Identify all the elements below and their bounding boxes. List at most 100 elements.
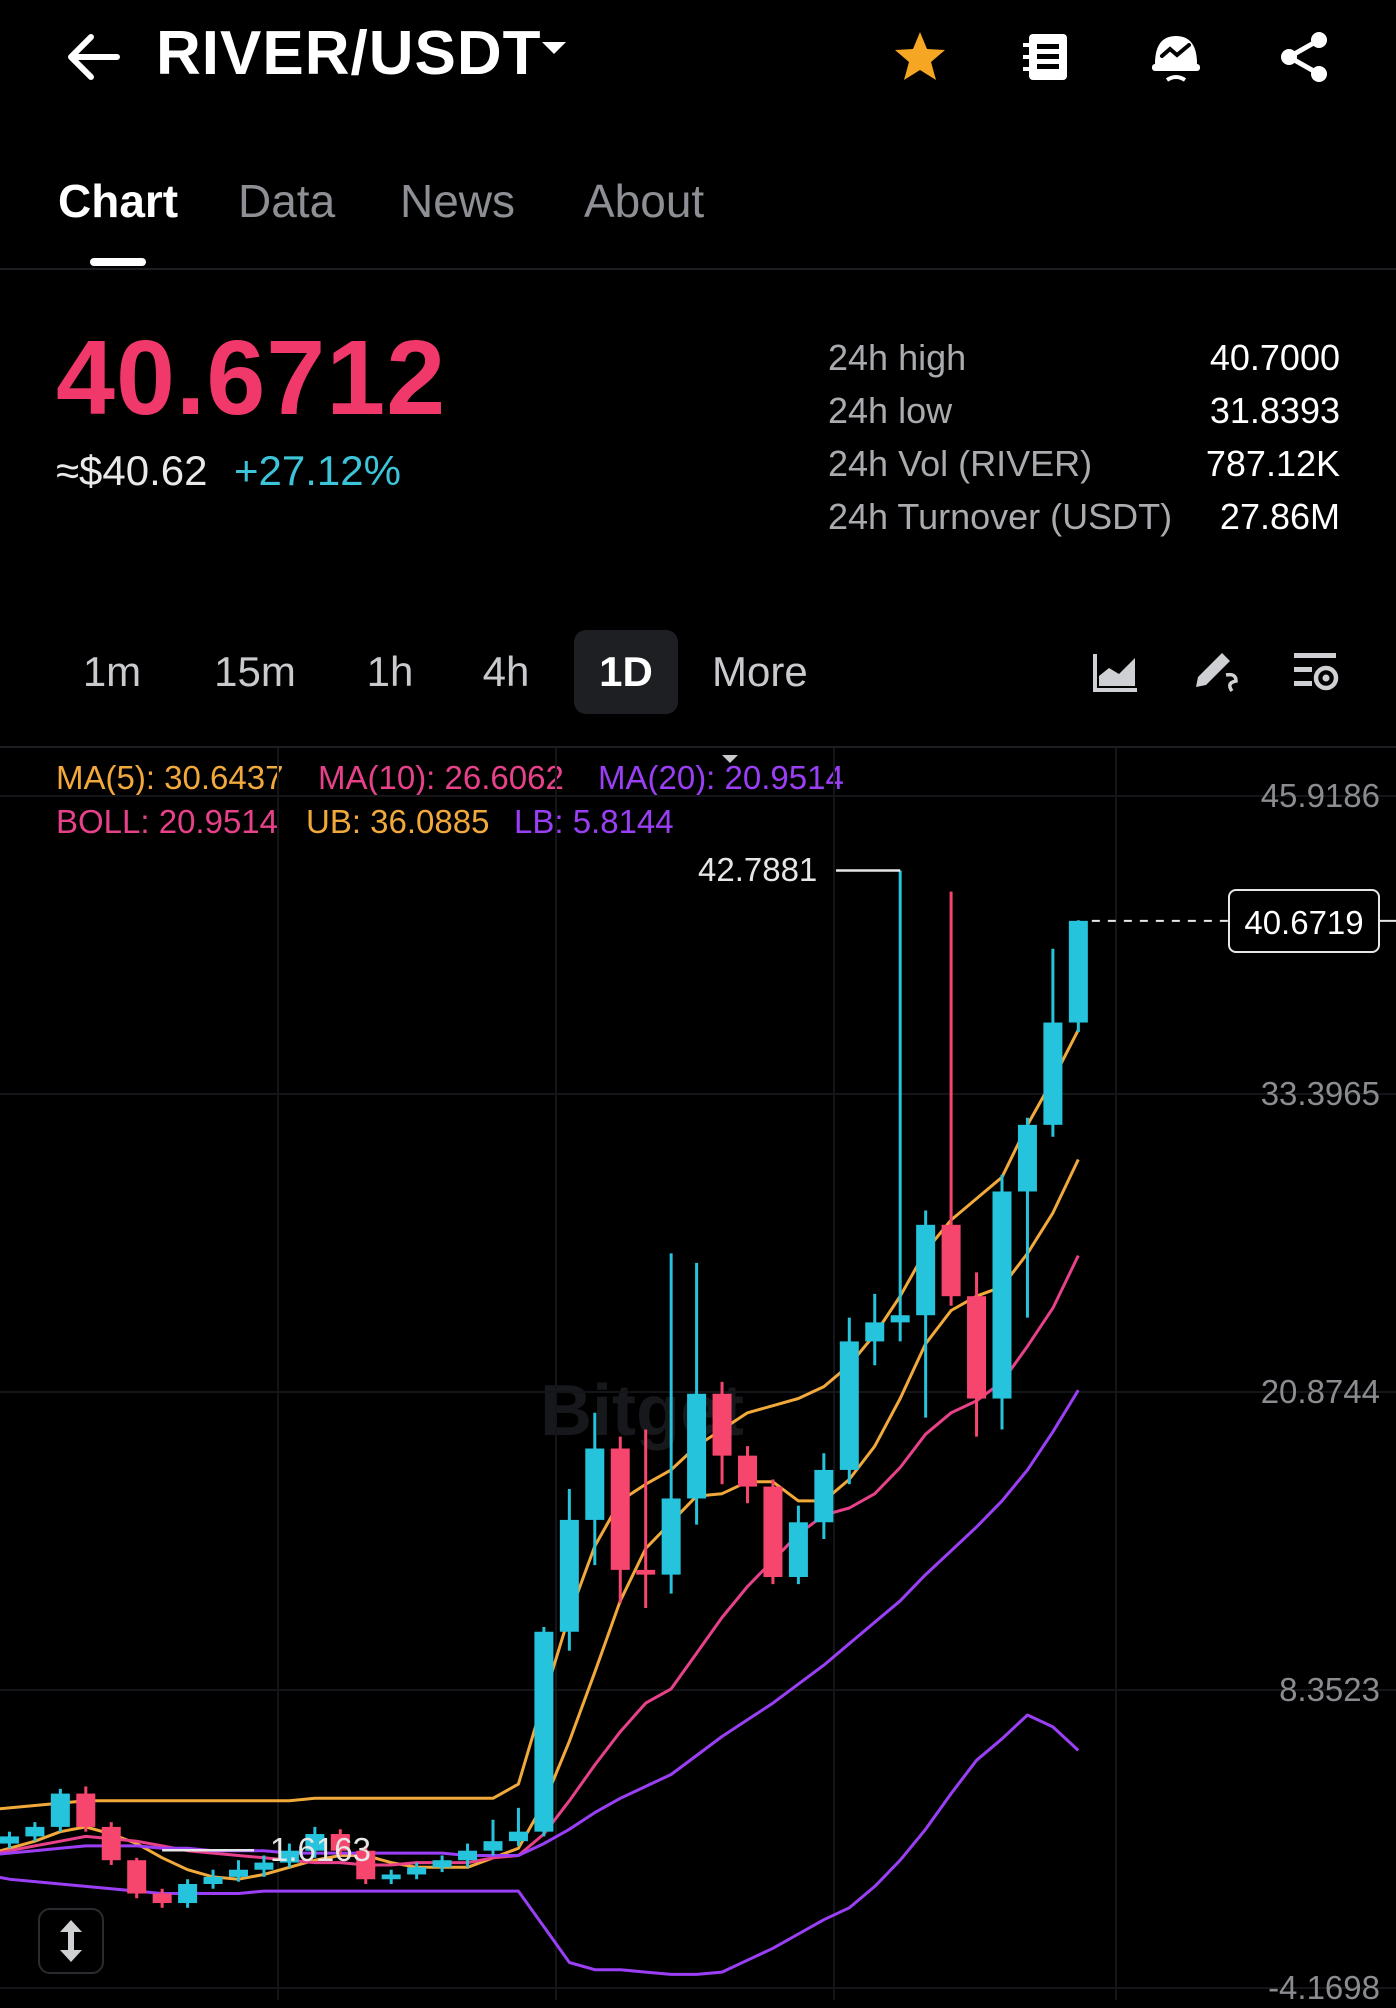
- interval-more[interactable]: More: [712, 630, 842, 763]
- vertical-arrows-icon: [60, 1920, 82, 1962]
- candle-up: [814, 1469, 834, 1523]
- candle-up: [1043, 1022, 1063, 1125]
- divider: [0, 746, 1396, 748]
- current-price-tag: 40.6719: [1228, 888, 1380, 953]
- resize-chart-button[interactable]: [38, 1908, 104, 1974]
- candle-up: [534, 1631, 554, 1832]
- stat-label-24h-vol: 24h Vol (RIVER): [828, 443, 1093, 484]
- stat-label-24h-high: 24h high: [828, 337, 967, 378]
- candle-up: [916, 1224, 936, 1316]
- max-price-label: 42.7881: [698, 851, 818, 889]
- divider: [0, 268, 1396, 270]
- candle-down: [76, 1793, 96, 1827]
- candle-down: [636, 1569, 656, 1575]
- star-icon[interactable]: [882, 22, 958, 92]
- candle-up: [203, 1876, 223, 1885]
- y-axis-label: 45.9186: [1260, 777, 1380, 814]
- series-line-lb: [0, 1713, 1080, 1976]
- candle-up: [865, 1322, 885, 1342]
- ub-readout: UB: 36.0885: [306, 803, 490, 840]
- candle-up: [25, 1826, 45, 1837]
- stat-label-24h-low: 24h low: [828, 390, 953, 431]
- y-axis-label: 20.8744: [1260, 1373, 1380, 1410]
- caret-down-icon[interactable]: [540, 38, 568, 63]
- pair-title[interactable]: RIVER/USDT: [156, 19, 542, 88]
- series-line-ma-5: [0, 1158, 1080, 1881]
- candle-up: [1017, 1124, 1037, 1192]
- back-arrow-icon[interactable]: [56, 22, 130, 92]
- candle-down: [712, 1393, 732, 1456]
- candle-down: [738, 1455, 757, 1487]
- notes-icon[interactable]: [1010, 22, 1086, 92]
- candle-down: [356, 1850, 376, 1880]
- change-percent: +27.12%: [234, 447, 401, 494]
- interval-1m[interactable]: 1m: [82, 648, 142, 695]
- candle-down: [101, 1826, 121, 1861]
- candle-down: [610, 1448, 630, 1570]
- active-tab-indicator: [90, 258, 146, 266]
- candle-up: [890, 1315, 910, 1323]
- ma10-readout: MA(10): 26.6062: [318, 759, 564, 796]
- candle-up: [305, 1834, 325, 1851]
- candle-up: [585, 1448, 605, 1520]
- caret-down-icon: [722, 754, 738, 763]
- interval-1h[interactable]: 1h: [366, 648, 414, 695]
- alert-icon[interactable]: [1138, 22, 1214, 92]
- y-axis-label: 33.3965: [1260, 1075, 1380, 1112]
- series-line-ma-10: [0, 1254, 1080, 1867]
- series-line-ub: [0, 1029, 1080, 1811]
- candle-down: [941, 1224, 961, 1297]
- tab-data[interactable]: Data: [238, 175, 336, 227]
- candle-down: [152, 1893, 172, 1904]
- stat-value-24h-low: 31.8393: [1209, 390, 1340, 431]
- draw-tool-icon[interactable]: [1184, 638, 1248, 706]
- y-axis-label: -4.1698: [1268, 1969, 1380, 2006]
- stat-value-24h-turnover: 27.86M: [1219, 496, 1340, 537]
- tab-news[interactable]: News: [400, 175, 516, 227]
- candle-down: [763, 1486, 783, 1578]
- y-axis-label: 8.3523: [1279, 1671, 1380, 1708]
- candle-up: [508, 1831, 528, 1842]
- top-bar: RIVER/USDT: [0, 0, 1396, 110]
- interval-15m[interactable]: 15m: [214, 648, 296, 695]
- candle-up: [279, 1850, 299, 1863]
- ma20-readout: MA(20): 20.9514: [598, 759, 844, 796]
- candle-down: [967, 1296, 987, 1399]
- candle-up: [687, 1393, 707, 1499]
- stat-value-24h-high: 40.7000: [1209, 337, 1340, 378]
- interval-more-label: More: [712, 648, 808, 695]
- share-icon[interactable]: [1266, 22, 1342, 92]
- interval-1d[interactable]: 1D: [574, 630, 678, 714]
- candle-up: [0, 1836, 19, 1844]
- min-price-label: 1.6163: [270, 1831, 371, 1869]
- stat-value-24h-vol: 787.12K: [1205, 443, 1340, 484]
- tab-chart[interactable]: Chart: [58, 175, 179, 227]
- candle-up: [839, 1341, 859, 1470]
- last-price: 40.6712: [56, 319, 447, 437]
- candle-up: [381, 1874, 401, 1880]
- ma5-readout: MA(5): 30.6437: [56, 759, 284, 796]
- chart-type-icon[interactable]: [1084, 638, 1148, 706]
- tab-about[interactable]: About: [584, 175, 705, 227]
- series-line-ma-20: [0, 1389, 1080, 1857]
- candle-up: [432, 1860, 452, 1868]
- candle-down: [330, 1834, 350, 1851]
- candle-up: [254, 1862, 274, 1870]
- candle-up: [661, 1498, 681, 1575]
- candle-up: [1068, 920, 1088, 1023]
- candle-up: [559, 1519, 579, 1632]
- lb-readout: LB: 5.8144: [514, 803, 674, 840]
- candle-up: [788, 1522, 808, 1578]
- candle-up: [458, 1850, 478, 1861]
- candle-up: [178, 1884, 198, 1904]
- candle-up: [483, 1841, 503, 1851]
- candle-up: [229, 1869, 248, 1877]
- indicator-settings-icon[interactable]: [1284, 638, 1348, 706]
- candle-up: [407, 1867, 427, 1875]
- candle-up: [992, 1191, 1012, 1399]
- candlestick-chart[interactable]: [0, 748, 1396, 2000]
- candle-up: [50, 1793, 70, 1827]
- boll-readout: BOLL: 20.9514: [56, 803, 279, 840]
- interval-4h[interactable]: 4h: [482, 648, 530, 695]
- usd-price: ≈$40.62: [56, 447, 208, 494]
